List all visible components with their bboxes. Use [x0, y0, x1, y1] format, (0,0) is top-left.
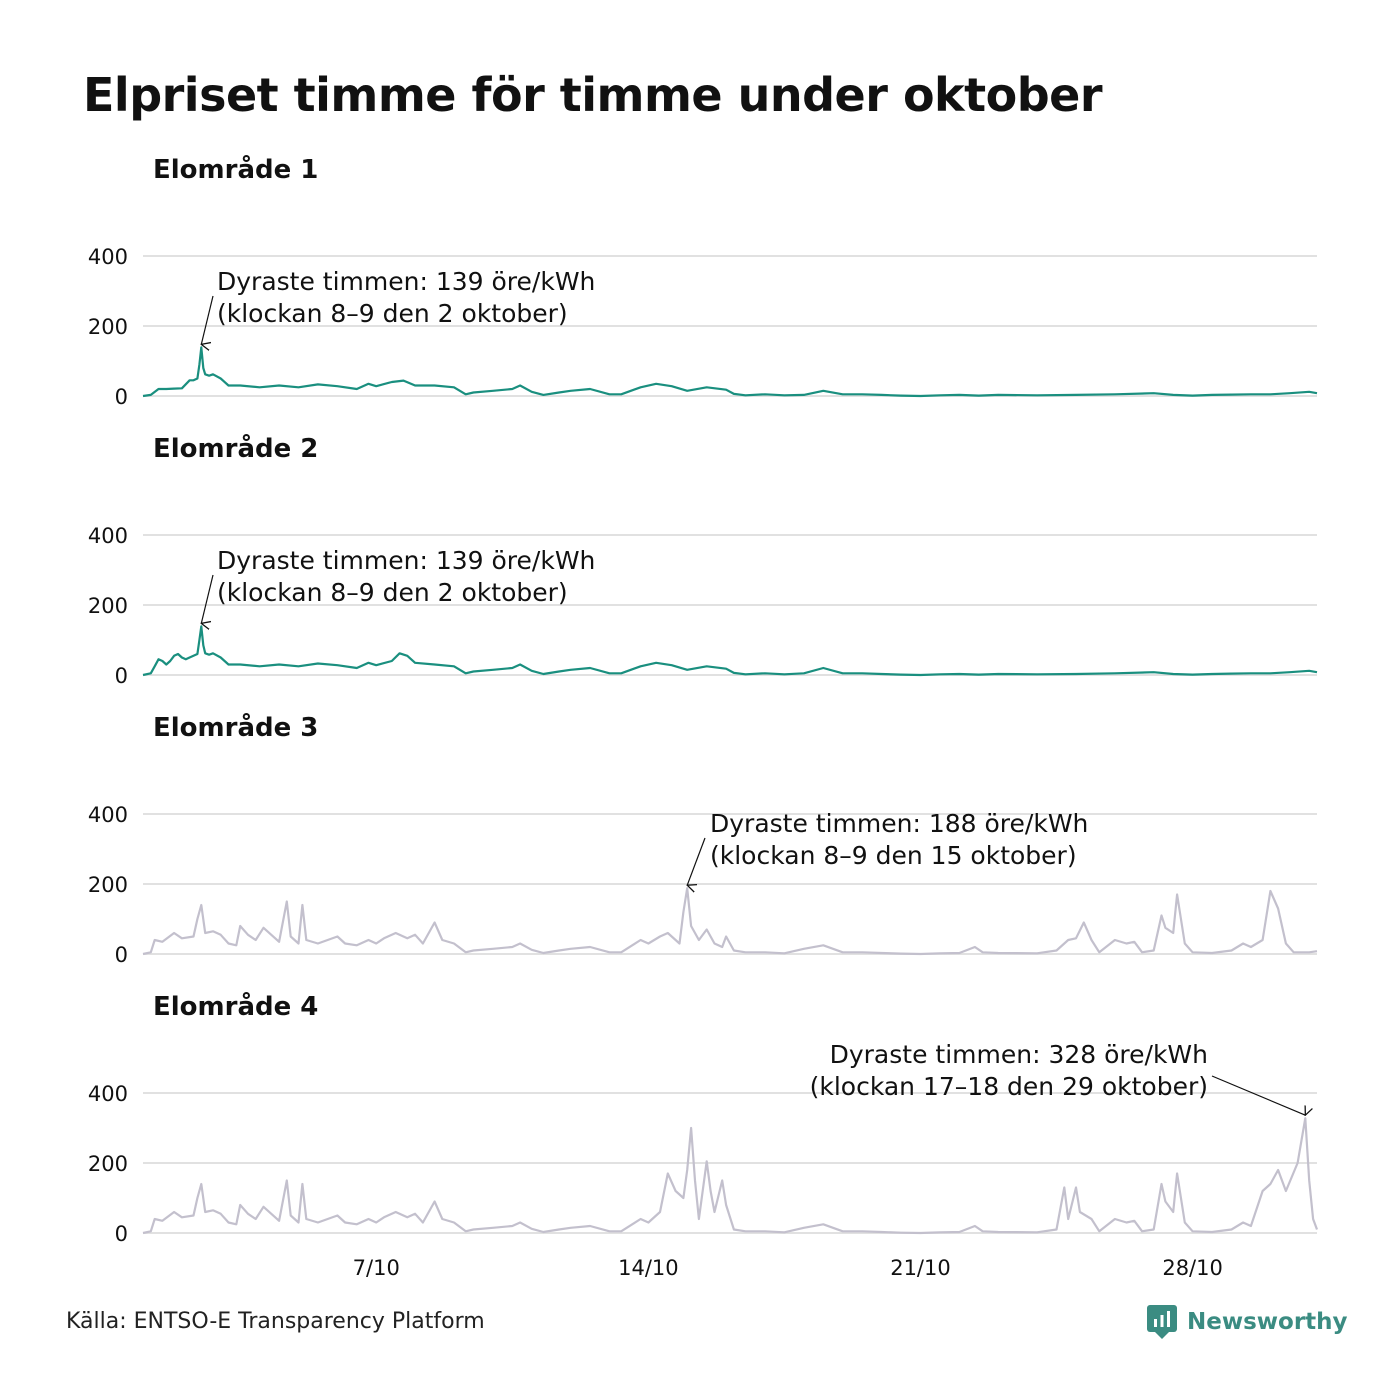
y-tick-label: 0 — [115, 1222, 128, 1246]
peak-annotation: Dyraste timmen: 188 öre/kWh (klockan 8–9 … — [687, 809, 1088, 885]
panel-elomrade-2: Elområde 2 0 200 400 Dyraste timmen: 139 öre… — [88, 432, 1318, 688]
brand-name: Newsworthy — [1187, 1309, 1348, 1335]
y-tick-label: 0 — [115, 943, 128, 967]
y-tick-label: 400 — [88, 1082, 128, 1106]
annotation-arrow — [687, 837, 706, 885]
annotation-text: (klockan 8–9 den 2 oktober) — [217, 299, 568, 328]
y-tick-label: 0 — [115, 664, 128, 688]
annotation-text: (klockan 8–9 den 15 oktober) — [710, 841, 1077, 870]
panel-title: Elområde 4 — [153, 990, 318, 1022]
y-tick-label: 200 — [88, 594, 128, 618]
page-title: Elpriset timme för timme under oktober — [83, 68, 1103, 122]
annotation-text: Dyraste timmen: 139 öre/kWh — [217, 267, 595, 296]
annotation-arrow — [201, 295, 214, 344]
series-line — [142, 887, 1318, 956]
y-tick-label: 400 — [88, 245, 128, 269]
annotation-text: (klockan 8–9 den 2 oktober) — [217, 578, 568, 607]
panel-elomrade-3: Elområde 3 0 200 400 Dyraste timmen: 188 öre… — [88, 711, 1318, 967]
annotation-text: (klockan 17–18 den 29 oktober) — [810, 1072, 1208, 1101]
x-tick-label: 14/10 — [618, 1256, 679, 1280]
y-tick-label: 0 — [115, 385, 128, 409]
series-line — [142, 625, 1318, 677]
y-tick-label: 200 — [88, 315, 128, 339]
peak-annotation: Dyraste timmen: 139 öre/kWh (klockan 8–9 … — [201, 546, 595, 623]
annotation-text: Dyraste timmen: 328 öre/kWh — [830, 1040, 1208, 1069]
annotation-arrow — [1211, 1075, 1305, 1115]
series-line — [142, 1117, 1319, 1235]
panel-title: Elområde 3 — [153, 711, 318, 743]
panel-elomrade-1: Elområde 1 0 200 400 Dyraste timmen: 139 öre… — [88, 153, 1318, 409]
y-tick-label: 200 — [88, 873, 128, 897]
x-tick-label: 28/10 — [1162, 1256, 1223, 1280]
y-tick-label: 400 — [88, 524, 128, 548]
source-note: Källa: ENTSO-E Transparency Platform — [66, 1309, 485, 1334]
series-line — [142, 346, 1318, 398]
peak-annotation: Dyraste timmen: 139 öre/kWh (klockan 8–9 … — [201, 267, 595, 344]
panel-title: Elområde 2 — [153, 432, 318, 464]
x-tick-label: 21/10 — [890, 1256, 951, 1280]
brand-logo: Newsworthy — [1147, 1302, 1348, 1342]
y-tick-label: 400 — [88, 803, 128, 827]
newsworthy-logo-icon — [1147, 1305, 1177, 1339]
annotation-arrow — [201, 574, 214, 623]
panel-elomrade-4: Elområde 4 0 200 400 Dyraste timmen: 328 öre… — [88, 990, 1319, 1246]
peak-annotation: Dyraste timmen: 328 öre/kWh (klockan 17–1… — [810, 1040, 1306, 1115]
y-tick-label: 200 — [88, 1152, 128, 1176]
x-axis: 7/10 14/10 21/10 28/10 — [353, 1256, 1223, 1280]
x-tick-label: 7/10 — [353, 1256, 400, 1280]
annotation-text: Dyraste timmen: 188 öre/kWh — [710, 809, 1088, 838]
panel-title: Elområde 1 — [153, 153, 318, 185]
annotation-text: Dyraste timmen: 139 öre/kWh — [217, 546, 595, 575]
